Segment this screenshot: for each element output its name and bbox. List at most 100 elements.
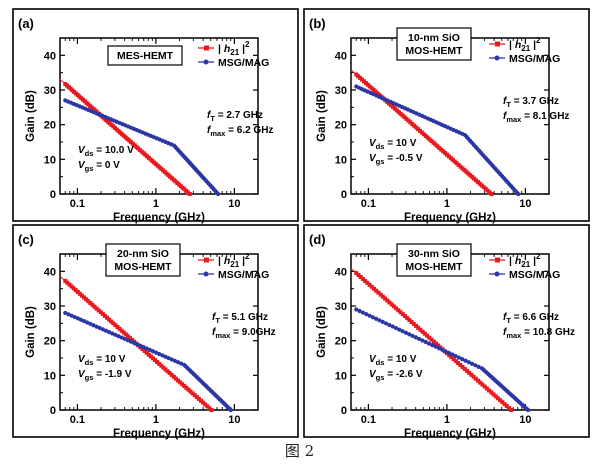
device-label: MOS-HEMT [114, 261, 172, 273]
msg-point [469, 361, 475, 366]
device-label: MOS-HEMT [405, 45, 463, 57]
h21-point [407, 318, 412, 323]
x-tick-label: 0.1 [361, 414, 376, 426]
msg-point [128, 339, 134, 344]
h21-point [65, 280, 70, 285]
h21-point [161, 365, 166, 370]
h21-point [187, 192, 192, 196]
panel-label: (b) [309, 16, 326, 31]
msg-point [228, 407, 233, 413]
y-tick-label: 10 [44, 370, 56, 382]
y-tick-label: 20 [44, 120, 56, 132]
msg-point [75, 316, 80, 321]
h21-point [182, 384, 187, 389]
h21-point [400, 312, 405, 317]
h21-point [105, 315, 110, 320]
figure-caption: 图 2 [284, 442, 315, 460]
x-axis-label: Frequency (GHz) [113, 428, 205, 440]
h21-point [63, 278, 68, 283]
x-tick-label: 1 [444, 198, 450, 210]
msg-point [160, 353, 165, 358]
h21-point [469, 372, 474, 377]
h21-point [117, 326, 122, 331]
h21-point [88, 301, 93, 306]
msg-point [179, 361, 184, 366]
h21-point [378, 292, 383, 297]
h21-point [159, 363, 164, 368]
y-tick-label: 30 [335, 85, 347, 97]
h21-point [389, 302, 394, 307]
x-tick-label: 0.1 [70, 414, 85, 426]
msg-point [85, 320, 90, 325]
h21-point [167, 371, 172, 376]
h21-point [178, 380, 183, 385]
bias-annotation: Vgs = -0.5 V [369, 153, 423, 166]
h21-point [431, 339, 436, 344]
legend-marker [203, 59, 209, 65]
msg-point [364, 312, 369, 317]
h21-point [194, 395, 199, 400]
chart-panel-1: (b) 0 10 20 30 40 0.1 1 10 Frequency (GHz) Gain (d… [303, 8, 590, 224]
msg-point [390, 324, 395, 329]
h21-point [358, 275, 363, 280]
msg-point [172, 358, 177, 363]
h21-point [146, 352, 151, 357]
panel-label: (a) [18, 16, 34, 31]
msg-series-line [65, 99, 219, 195]
msg-point [407, 332, 412, 337]
msg-point [63, 310, 68, 316]
y-tick-label: 20 [44, 336, 56, 348]
msg-point [443, 349, 448, 354]
device-label: 30-nm SiO [408, 248, 460, 260]
h21-point [354, 271, 359, 276]
msg-point [383, 321, 389, 326]
y-tick-label: 40 [335, 50, 347, 62]
y-tick-label: 0 [50, 189, 56, 201]
bias-annotation: Vgs = -1.9 V [78, 369, 132, 382]
msg-point [215, 191, 221, 197]
panel-frame [12, 8, 299, 222]
h21-point [467, 370, 472, 375]
msg-point [370, 315, 375, 320]
msg-point [66, 312, 71, 317]
h21-point [369, 284, 374, 289]
legend-label: | h21 |2 [509, 36, 541, 53]
h21-point [471, 374, 476, 379]
h21-point [73, 288, 78, 293]
h21-point [109, 319, 114, 324]
h21-point [67, 282, 72, 287]
h21-point [489, 390, 494, 395]
h21-point [69, 284, 74, 289]
h21-point [356, 273, 361, 278]
h21-point [374, 288, 379, 293]
msg-point [453, 353, 458, 359]
ft-annotation: fT = 2.7 GHz [207, 110, 263, 123]
h21-point [425, 333, 430, 338]
panel-label: (c) [18, 232, 34, 247]
y-tick-label: 0 [50, 405, 56, 417]
h21-point [157, 361, 162, 366]
h21-point [360, 276, 365, 281]
ft-annotation: fT = 5.1 GHz [212, 312, 268, 325]
y-tick-label: 20 [335, 336, 347, 348]
h21-point [376, 290, 381, 295]
y-tick-label: 0 [341, 405, 347, 417]
msg-point [420, 338, 425, 343]
msg-point [400, 329, 405, 334]
h21-point [502, 402, 507, 407]
h21-point [453, 359, 458, 364]
h21-point [203, 402, 208, 407]
msg-point [387, 322, 392, 328]
h21-point [111, 321, 116, 326]
h21-point [464, 368, 469, 373]
msg-point [367, 313, 372, 318]
h21-point [416, 325, 421, 330]
msg-point [417, 336, 422, 342]
h21-point [142, 348, 147, 353]
h21-point [482, 384, 487, 389]
bias-annotation: Vds = 10 V [78, 354, 126, 367]
x-tick-label: 0.1 [70, 198, 85, 210]
h21-point [190, 391, 195, 396]
h21-point [184, 385, 189, 390]
bias-annotation: Vds = 10 V [369, 354, 417, 367]
